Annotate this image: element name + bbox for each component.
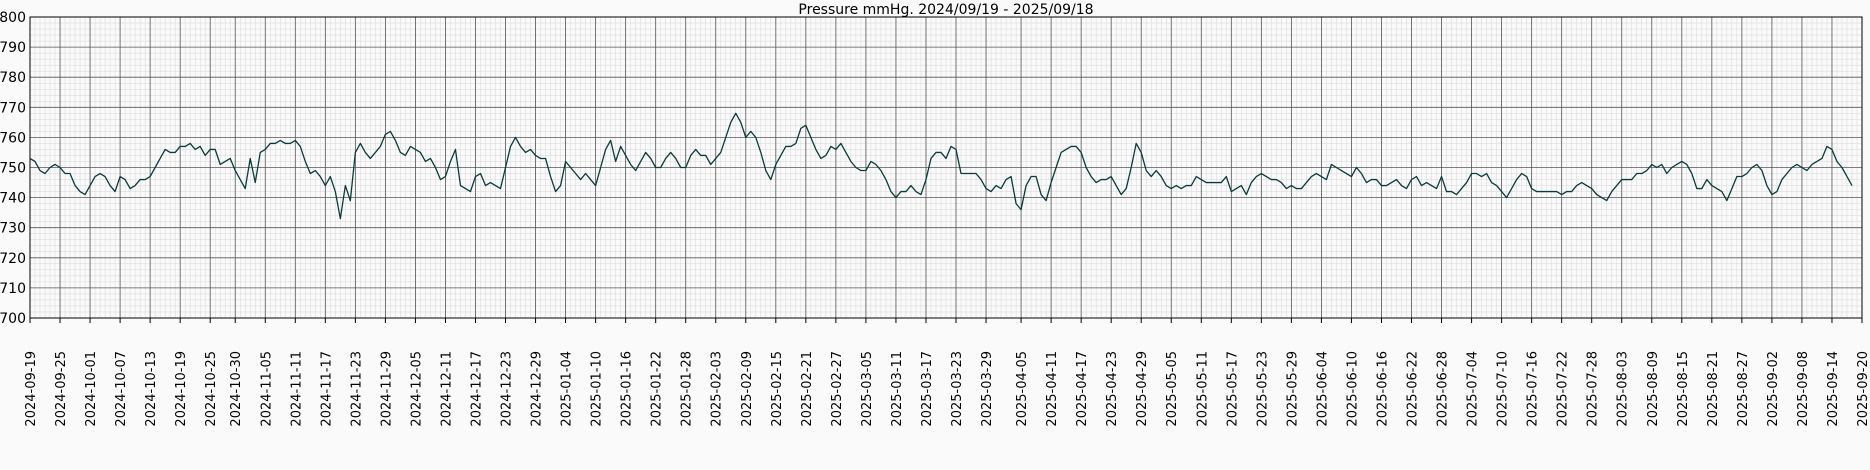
x-tick-label: 2024-10-30 [229,351,244,427]
x-tick-label: 2025-01-04 [560,351,575,427]
x-tick-label: 2025-02-09 [740,351,755,427]
x-tick-label: 2025-06-10 [1345,351,1360,427]
y-tick-label: 750 [0,161,26,177]
x-tick-label: 2024-10-01 [84,351,99,427]
x-tick-label: 2025-05-05 [1165,351,1180,427]
x-tick-label: 2025-06-04 [1315,351,1330,427]
x-tick-label: 2025-05-17 [1225,351,1240,427]
x-tick-label: 2025-07-10 [1496,351,1511,427]
x-tick-label: 2025-09-14 [1826,351,1841,427]
x-tick-label: 2025-07-16 [1526,351,1541,427]
chart-title: Pressure mmHg. 2024/09/19 - 2025/09/18 [798,2,1093,18]
x-tick-label: 2025-09-08 [1796,351,1811,427]
x-tick-label: 2025-04-05 [1015,351,1030,427]
x-tick-label: 2024-09-19 [24,351,39,427]
plot-frame [29,16,1863,319]
x-tick-label: 2025-07-04 [1466,351,1481,427]
x-tick-label: 2025-09-02 [1766,351,1781,427]
x-tick-label: 2024-09-25 [54,351,69,427]
x-tick-label: 2024-11-05 [259,351,274,427]
x-tick-label: 2025-08-21 [1706,351,1721,427]
x-tick-label: 2024-11-23 [349,351,364,427]
x-tick-label: 2024-10-19 [174,351,189,427]
y-tick-label: 800 [0,10,26,26]
x-tick-label: 2025-05-23 [1255,351,1270,427]
x-tick-label: 2024-11-29 [379,351,394,427]
y-tick-label: 790 [0,40,26,56]
y-tick-label: 760 [0,130,26,146]
x-tick-label: 2024-11-17 [319,351,334,427]
x-tick-label: 2025-03-05 [860,351,875,427]
x-tick-label: 2025-08-03 [1616,351,1631,427]
y-axis-ticks: 700 710 720 730 740 750 760 770 780 790 800 [0,10,26,327]
x-tick-label: 2025-02-27 [830,351,845,427]
x-tick-label: 2025-06-28 [1436,351,1451,427]
x-tick-label: 2025-05-11 [1195,351,1210,427]
x-tick-label: 2024-12-23 [500,351,515,427]
y-tick-label: 740 [0,191,26,207]
x-tick-label: 2024-10-07 [114,351,129,427]
x-axis-ticks: 2024-09-19 2024-09-25 2024-10-01 2024-10-07… [24,318,1870,427]
x-tick-label: 2024-12-05 [409,351,424,427]
x-tick-label: 2025-03-29 [980,351,995,427]
x-tick-label: 2024-12-29 [530,351,545,427]
x-tick-label: 2025-08-09 [1646,351,1661,427]
series-line-pressure [29,112,1853,220]
x-tick-label: 2025-06-16 [1375,351,1390,427]
x-tick-label: 2025-07-28 [1586,351,1601,427]
y-tick-label: 780 [0,70,26,86]
y-tick-label: 700 [0,311,26,327]
x-tick-label: 2025-03-11 [890,351,905,427]
y-tick-label: 770 [0,100,26,116]
x-tick-label: 2024-11-11 [289,351,304,427]
x-tick-label: 2025-08-27 [1736,351,1751,427]
x-tick-label: 2025-03-23 [950,351,965,427]
x-tick-label: 2025-01-22 [650,351,665,427]
y-tick-label: 730 [0,221,26,237]
x-tick-label: 2024-10-13 [144,351,159,427]
x-tick-label: 2025-01-28 [680,351,695,427]
x-tick-label: 2025-08-15 [1676,351,1691,427]
x-tick-label: 2025-02-21 [800,351,815,427]
x-tick-label: 2025-01-10 [590,351,605,427]
x-tick-label: 2025-04-11 [1045,351,1060,427]
x-tick-label: 2025-05-29 [1285,351,1300,427]
x-tick-label: 2025-07-22 [1556,351,1571,427]
x-tick-label: 2025-04-17 [1075,351,1090,427]
x-tick-label: 2025-02-15 [770,351,785,427]
x-tick-label: 2025-04-29 [1135,351,1150,427]
x-tick-label: 2025-04-23 [1105,351,1120,427]
x-tick-label: 2024-10-25 [204,351,219,427]
x-tick-label: 2025-03-17 [920,351,935,427]
x-tick-label: 2025-09-20 [1856,351,1870,427]
x-tick-label: 2025-06-22 [1406,351,1421,427]
y-tick-label: 710 [0,281,26,297]
x-tick-label: 2025-01-16 [620,351,635,427]
x-tick-label: 2024-12-17 [469,351,484,427]
x-tick-label: 2024-12-11 [439,351,454,427]
y-tick-label: 720 [0,251,26,267]
x-tick-label: 2025-02-03 [710,351,725,427]
